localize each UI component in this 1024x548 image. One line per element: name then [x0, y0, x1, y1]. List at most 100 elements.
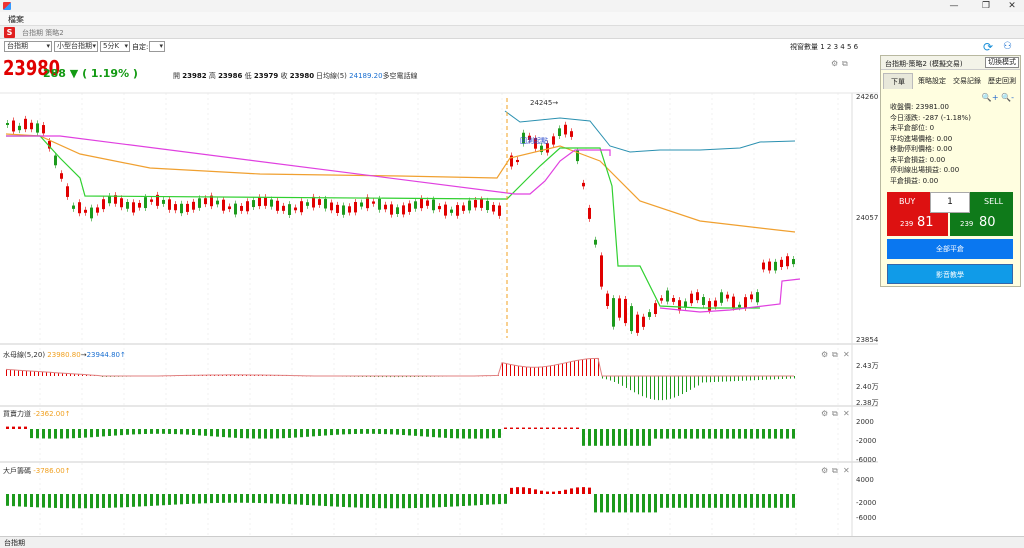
- panel1-y3: 2.38万: [856, 399, 879, 407]
- backtest-marker-label: 回測起點: [520, 137, 548, 145]
- contract-select[interactable]: 小型台指期: [54, 41, 98, 52]
- tab-trade-log[interactable]: 交易記錄: [953, 77, 981, 85]
- window-titlebar: — ❐ ✕: [0, 0, 1024, 12]
- panel2-settings-icon[interactable]: ⚙: [821, 409, 829, 418]
- product-select[interactable]: 台指期: [4, 41, 52, 52]
- panel2-y3: -6000: [856, 456, 877, 464]
- panel2-y1: 2000: [856, 418, 874, 426]
- peak-label: 24245→: [530, 99, 559, 107]
- close-icon[interactable]: ✕: [1008, 1, 1016, 11]
- panel2-name: 買賣力道: [3, 410, 31, 418]
- interval-select[interactable]: 5分K: [100, 41, 130, 52]
- y-axis-low: 23854: [856, 336, 879, 344]
- price-change: 288 ▼ ( 1.19% ): [43, 67, 138, 80]
- inner-window-title: S 台指期 策略2: [0, 26, 1024, 39]
- user-list-icon[interactable]: ⚇: [1003, 41, 1012, 52]
- open-value: 23982: [182, 72, 207, 80]
- panel1-value1: 23980.80: [47, 351, 81, 359]
- sell-price-prefix: 239: [960, 220, 974, 228]
- custom-label: 自定:: [132, 43, 149, 51]
- inner-window-title-text: 台指期 策略2: [22, 29, 64, 37]
- buy-sell-power-bars: [6, 426, 795, 446]
- tab-order[interactable]: 下單: [883, 73, 913, 89]
- window-count-label[interactable]: 視窗數量 1 2 3 4 5 6: [790, 43, 859, 51]
- tab-strategy-settings[interactable]: 策略設定: [918, 77, 946, 85]
- trading-panel: 台指期-策略2 (模擬交易) 切換模式 下單 策略設定 交易記錄 歷史回測 🔍+…: [880, 55, 1021, 287]
- close-label: 收: [280, 72, 288, 80]
- buy-label: BUY: [899, 197, 916, 206]
- info-close-price: 收盤價: 23981.00: [890, 103, 949, 111]
- high-label: 高: [208, 72, 216, 80]
- chart-toolbar: 台指期 小型台指期 5分K 自定: 視窗數量 1 2 3 4 5 6: [0, 40, 878, 54]
- menubar: 檔案: [0, 12, 1024, 26]
- jellyfish-histogram: [6, 358, 795, 401]
- stop-line-magenta-2: [659, 278, 801, 313]
- menu-file[interactable]: 檔案: [8, 15, 24, 24]
- panel2-copy-icon[interactable]: ⧉: [832, 409, 838, 418]
- panel3-y2: -2000: [856, 499, 877, 507]
- chart-area: [0, 92, 878, 536]
- chart-settings-icon[interactable]: ⚙: [831, 59, 839, 68]
- panel2-y2: -2000: [856, 437, 877, 445]
- info-stop-exit-pnl: 停利線出場損益: 0.00: [890, 166, 960, 174]
- daily-average: 日均線(5) 24189.20多空電話線: [316, 71, 418, 81]
- info-open-position: 未平倉部位: 0: [890, 124, 935, 132]
- restore-icon[interactable]: ❐: [981, 1, 991, 11]
- quantity-input[interactable]: 1: [930, 192, 970, 213]
- status-label: 台指期: [4, 539, 25, 547]
- panel3-close-icon[interactable]: ✕: [843, 466, 850, 475]
- avg-value: 24189.20: [349, 72, 383, 80]
- status-bar: 台指期: [0, 536, 1024, 548]
- panel1-copy-icon[interactable]: ⧉: [832, 350, 838, 359]
- info-day-change: 今日漲跌: -287 (-1.18%): [890, 113, 971, 122]
- avg-suffix: 多空電話線: [382, 72, 418, 80]
- low-value: 23979: [253, 72, 279, 80]
- switch-mode-button[interactable]: 切換模式: [985, 57, 1019, 68]
- app-icon: [3, 2, 11, 10]
- panel2-value: -2362.00↑: [33, 410, 71, 418]
- high-value: 23986: [218, 72, 243, 80]
- ohlc-readout: 開 23982 高 23986 低 23979 收 23980: [173, 71, 314, 81]
- panel1-name: 水母線(5,20): [3, 351, 46, 359]
- low-label: 低: [244, 72, 252, 80]
- panel1-arrow: →: [80, 351, 87, 359]
- panel1-close-icon[interactable]: ✕: [843, 350, 850, 359]
- info-trailing-stop: 移動停利價格: 0.00: [890, 145, 953, 153]
- panel2-close-icon[interactable]: ✕: [843, 409, 850, 418]
- buy-price-prefix: 239: [900, 220, 914, 228]
- custom-input[interactable]: [149, 41, 165, 52]
- zoom-out-icon[interactable]: 🔍-: [1001, 93, 1014, 102]
- panel1-y2: 2.40万: [856, 383, 879, 391]
- close-all-button[interactable]: 全部平倉: [887, 239, 1013, 259]
- stop-line-green: [6, 135, 760, 309]
- panel1-value2: 23944.80↑: [86, 351, 126, 359]
- info-avg-entry: 平均進場價格: 0.00: [890, 134, 953, 143]
- y-axis-mid: 24057: [856, 214, 879, 222]
- tab-backtest[interactable]: 歷史回測: [988, 77, 1016, 85]
- sell-label: SELL: [984, 197, 1004, 206]
- candlestick-series: [6, 115, 795, 336]
- panel2-title: 買賣力道 -2362.00↑: [3, 409, 71, 419]
- minimize-icon[interactable]: —: [949, 1, 959, 11]
- panel3-name: 大戶籌碼: [3, 467, 31, 475]
- zoom-in-icon[interactable]: 🔍+: [981, 93, 999, 102]
- panel1-y1: 2.43万: [856, 362, 879, 370]
- trading-panel-header: 台指期-策略2 (模擬交易) 切換模式: [881, 56, 1020, 70]
- position-info: 收盤價: 23981.00 今日漲跌: -287 (-1.18%) 未平倉部位:…: [890, 102, 971, 186]
- jellyfish-line: [5, 357, 794, 377]
- panel3-copy-icon[interactable]: ⧉: [832, 466, 838, 475]
- panel3-y3: -6000: [856, 514, 877, 522]
- avg-label: 日均線(5): [316, 72, 347, 80]
- buy-price-suffix: 81: [917, 215, 934, 230]
- open-label: 開: [173, 72, 180, 80]
- video-tutorial-button[interactable]: 影音教學: [887, 264, 1013, 284]
- panel3-settings-icon[interactable]: ⚙: [821, 466, 829, 475]
- info-realized-pnl: 平倉損益: 0.00: [890, 176, 939, 185]
- panel3-title: 大戶籌碼 -3786.00↑: [3, 466, 71, 476]
- refresh-icon[interactable]: ⟳: [983, 40, 994, 54]
- close-value: 23980: [289, 72, 315, 80]
- chart-copy-icon[interactable]: ⧉: [842, 59, 848, 68]
- zoom-controls: 🔍+ 🔍-: [982, 93, 1014, 102]
- panel1-settings-icon[interactable]: ⚙: [821, 350, 829, 359]
- stop-line-magenta: [6, 135, 611, 195]
